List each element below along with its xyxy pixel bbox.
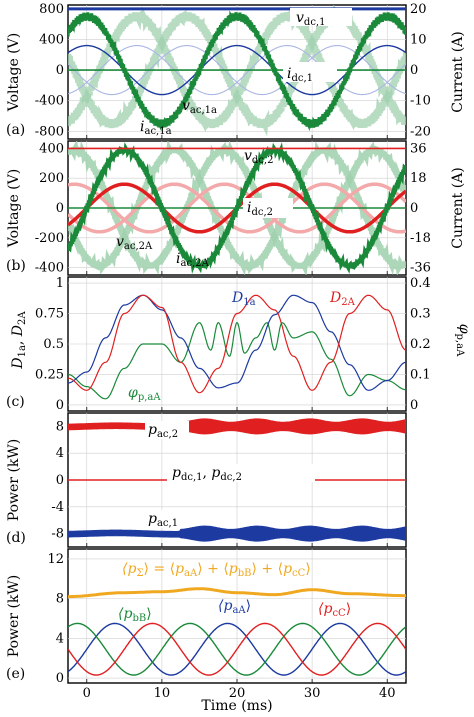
y2-tick-label: -20 <box>410 124 431 139</box>
anno-d2a: D2A <box>329 290 356 308</box>
y2-tick-label: 0 <box>410 63 418 78</box>
anno-paa: ⟨paA⟩ <box>218 598 251 616</box>
panel-b-y2label: Current (A) <box>450 167 466 249</box>
y-tick-label: -8 <box>51 527 64 542</box>
y-tick-label: -400 <box>35 261 64 276</box>
y-tick-label: 0 <box>56 63 64 78</box>
x-tick-label: 20 <box>229 686 246 701</box>
series-phi <box>68 322 406 400</box>
series-vac2-light <box>68 182 406 234</box>
panel-c-plot <box>68 294 406 400</box>
y2-tick-label: 0.3 <box>410 307 431 322</box>
y2-tick-label: 10 <box>410 32 427 47</box>
y-tick-label: 4 <box>56 631 64 646</box>
series-p-1 <box>68 622 406 676</box>
y-tick-label: 4 <box>56 446 64 461</box>
y-tick-label: 1 <box>56 276 64 291</box>
y-tick-label: -4 <box>51 500 64 515</box>
y-tick-label: 400 <box>39 141 64 156</box>
anno-pcc: ⟨pcC⟩ <box>318 601 351 619</box>
y2-tick-label: 20 <box>410 2 427 17</box>
y-tick-label: 0 <box>56 671 64 686</box>
panel-b-ylabel: Voltage (V) <box>6 169 22 248</box>
y-tick-label: -400 <box>35 94 64 109</box>
y2-tick-label: 0.2 <box>410 337 431 352</box>
y2-tick-label: -36 <box>410 261 431 276</box>
y-tick-label: 8 <box>56 592 64 607</box>
tick-labels: 8004000-400-80020100-10-204002000-200-40… <box>35 2 431 701</box>
panel-e-ylabel: Power (kW) <box>6 575 22 658</box>
y2-tick-label: 0 <box>410 398 418 413</box>
y-tick-label: -800 <box>35 124 64 139</box>
y2-tick-label: 36 <box>410 141 427 156</box>
series-d2a <box>68 294 406 394</box>
panel-c-letter: (c) <box>6 394 25 410</box>
y2-tick-label: 18 <box>410 171 427 186</box>
series-pac1 <box>68 525 406 542</box>
series-p-3 <box>68 622 406 676</box>
panel-a-y2label: Current (A) <box>450 31 466 113</box>
anno-psum: ⟨pΣ⟩ = ⟨paA⟩ + ⟨pbB⟩ + ⟨pcC⟩ <box>122 561 311 579</box>
x-tick-label: 30 <box>304 686 321 701</box>
y-tick-label: 400 <box>39 32 64 47</box>
series-psum <box>68 587 406 599</box>
y2-tick-label: 0.4 <box>410 276 431 291</box>
y2-tick-label: 0.1 <box>410 367 431 382</box>
y2-tick-label: -10 <box>410 94 431 109</box>
panel-b-plot <box>68 141 406 275</box>
panel-e-annotations: ⟨pΣ⟩ = ⟨paA⟩ + ⟨pbB⟩ + ⟨pcC⟩ ⟨pbB⟩ ⟨paA⟩… <box>118 561 351 624</box>
panel-c-y2label: φp,aA <box>454 324 472 357</box>
y-tick-label: 0 <box>56 398 64 413</box>
y2-tick-label: -18 <box>410 231 431 246</box>
series-vac1-light <box>68 45 406 96</box>
panel-b-letter: (b) <box>6 258 26 274</box>
x-tick-label: 0 <box>83 686 91 701</box>
y-tick-label: 8 <box>56 419 64 434</box>
panel-d-letter: (d) <box>6 530 26 546</box>
panel-a-letter: (a) <box>6 122 25 138</box>
panel-e-plot <box>68 587 406 676</box>
y-tick-label: 0.5 <box>43 337 64 352</box>
y-tick-label: 0 <box>56 201 64 216</box>
panel-e-letter: (e) <box>6 666 25 682</box>
anno-d1a: D1a <box>231 290 256 308</box>
x-axis-label: Time (ms) <box>201 698 272 714</box>
panel-a-ylabel: Voltage (V) <box>6 33 22 112</box>
y-tick-label: 0 <box>56 473 64 488</box>
series-p-2 <box>68 622 406 676</box>
y-tick-label: 12 <box>47 552 64 567</box>
y-tick-label: 0.25 <box>35 367 64 382</box>
anno-phi: φp,aA <box>128 385 161 403</box>
series-iac1a <box>68 10 406 132</box>
y-tick-label: 800 <box>39 2 64 17</box>
y-tick-label: -200 <box>35 231 64 246</box>
anno-vac2A: vac,2A <box>116 234 153 252</box>
y-tick-label: 0.75 <box>35 307 64 322</box>
panel-c-ylabel: D1a, D2A <box>10 311 28 370</box>
y-tick-label: 200 <box>39 171 64 186</box>
x-tick-label: 40 <box>379 686 396 701</box>
series-iac2-light <box>68 141 406 275</box>
panel-d-annotations: pac,2 pdc,1, pdc,2 pac,1 <box>145 421 315 529</box>
x-tick-label: 10 <box>154 686 171 701</box>
series-d1a <box>68 294 406 391</box>
y2-tick-label: 0 <box>410 201 418 216</box>
panel-d-ylabel: Power (kW) <box>6 439 22 522</box>
panel-d-plot <box>68 418 406 542</box>
anno-pbb: ⟨pbB⟩ <box>118 606 152 624</box>
